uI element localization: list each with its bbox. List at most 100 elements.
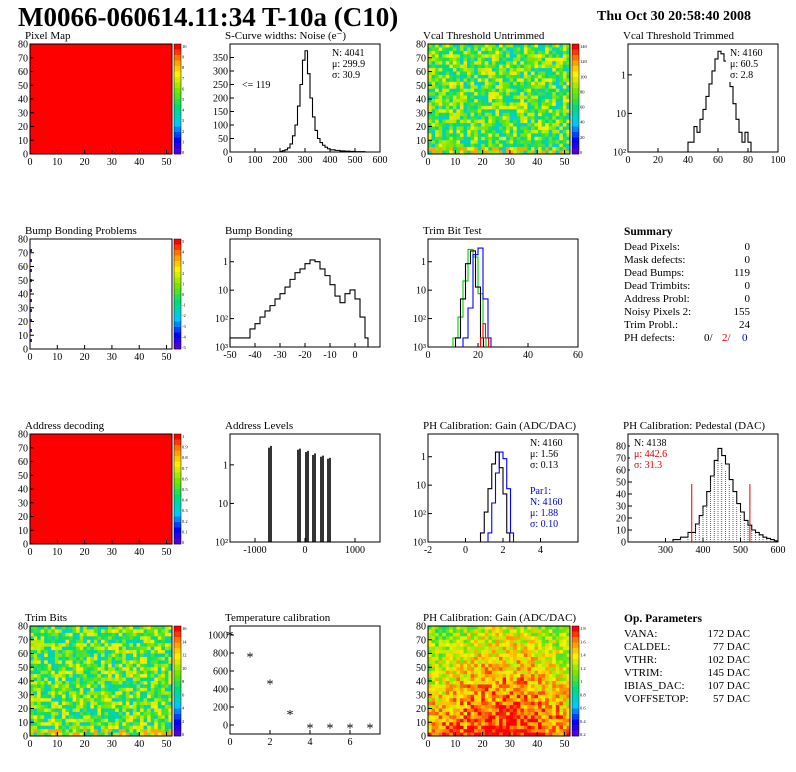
heatmap-cell [530, 50, 535, 55]
heatmap-cell [449, 626, 454, 630]
heatmap-cell [452, 123, 457, 127]
heatmap-cell [538, 698, 542, 702]
y-tick-label: 80 [18, 622, 28, 633]
heatmap-cell [154, 660, 159, 665]
heatmap-cell [442, 663, 447, 668]
palette-swatch [174, 637, 181, 643]
heatmap-cell [79, 687, 84, 692]
heatmap-cell [467, 61, 471, 65]
heatmap-cell [54, 708, 59, 713]
x-tick-label: 600 [373, 155, 388, 166]
heatmap-cell [555, 71, 560, 76]
heatmap-cell [143, 708, 148, 713]
heatmap-cell [523, 667, 528, 671]
heatmap-cell [125, 646, 130, 651]
heatmap-cell [30, 626, 34, 630]
heatmap-cell [428, 150, 432, 155]
heatmap-cell [72, 629, 77, 634]
heatmap-cell [481, 705, 486, 709]
heatmap-cell [495, 670, 500, 675]
heatmap-cell [506, 64, 510, 69]
heatmap-cell [459, 81, 464, 86]
heatmap-cell [562, 54, 567, 59]
table-row-value: 155 [734, 306, 751, 318]
heatmap-cell [495, 85, 500, 89]
heatmap-cell [499, 725, 503, 730]
x-tick-label: 30 [107, 157, 117, 168]
heatmap-cell [470, 143, 475, 148]
heatmap-cell [474, 715, 478, 720]
heatmap-cell [115, 698, 120, 702]
series-line [462, 247, 492, 347]
heatmap-cell [452, 715, 457, 720]
heatmap-cell [90, 718, 95, 723]
heatmap-cell [83, 694, 88, 699]
heatmap-cell [484, 116, 489, 120]
heatmap-cell [69, 643, 73, 647]
heatmap-cell [474, 44, 478, 48]
heatmap-cell [499, 698, 503, 702]
heatmap-cell [491, 705, 496, 709]
heatmap-cell [538, 643, 542, 647]
heatmap-cell [555, 681, 560, 685]
heatmap-cell [65, 684, 70, 689]
heatmap-cell [552, 112, 557, 117]
palette-label: -5 [182, 345, 186, 350]
heatmap-cell [552, 653, 557, 658]
heatmap-cell [168, 646, 173, 651]
heatmap-cell [459, 715, 464, 720]
heatmap-cell [548, 732, 553, 737]
heatmap-cell [488, 147, 493, 151]
heatmap-cell [559, 632, 564, 637]
heatmap-cell [552, 61, 557, 65]
heatmap-cell [470, 660, 475, 665]
heatmap-cell [530, 632, 535, 637]
heatmap-cell [111, 722, 116, 726]
heatmap-cell [449, 140, 454, 144]
heatmap-cell [143, 653, 148, 658]
heatmap-cell [534, 684, 539, 689]
heatmap-cell [541, 718, 546, 723]
heatmap-cell [83, 650, 88, 654]
heatmap-cell [516, 81, 521, 86]
x-tick-label: 1000 [345, 545, 365, 556]
heatmap-cell [140, 715, 144, 720]
heatmap-cell [40, 729, 45, 733]
heatmap-cell [545, 119, 549, 124]
heatmap-cell [562, 725, 567, 730]
panel-title: Address Levels [225, 420, 293, 432]
heatmap-cell [452, 112, 457, 117]
heatmap-cell [438, 99, 443, 103]
heatmap-cell [545, 123, 549, 127]
heatmap-cell [566, 50, 571, 55]
heatmap-cell [431, 646, 436, 651]
heatmap-cell [452, 711, 457, 716]
heatmap-cell [101, 636, 105, 641]
heatmap-cell [520, 626, 525, 630]
heatmap-cell [428, 636, 432, 641]
heatmap-cell [104, 711, 109, 716]
heatmap-cell [491, 47, 496, 52]
heatmap-cell [502, 729, 507, 733]
heatmap-cell [428, 119, 432, 124]
heatmap-cell [491, 687, 496, 692]
heatmap-cell [545, 674, 549, 678]
heatmap-cell [61, 650, 66, 654]
panel-title: Temperature calibration [225, 612, 331, 624]
heatmap-cell [40, 674, 45, 678]
heatmap-cell [108, 626, 112, 630]
heatmap-cell [509, 85, 514, 89]
heatmap-cell [545, 681, 549, 685]
heatmap-cell [150, 670, 155, 675]
heatmap-cell [481, 639, 486, 644]
heatmap-cell [37, 691, 41, 696]
heatmap-cell [552, 674, 557, 678]
heatmap-cell [431, 660, 436, 665]
palette-swatch [174, 55, 181, 61]
stats-text: N: 4041 [332, 48, 365, 59]
palette-label: 2 [182, 719, 184, 724]
panel-title: PH Calibration: Gain (ADC/DAC) [423, 420, 576, 432]
heatmap-cell [541, 150, 546, 155]
heatmap-cell [509, 119, 514, 124]
heatmap-cell [491, 663, 496, 668]
